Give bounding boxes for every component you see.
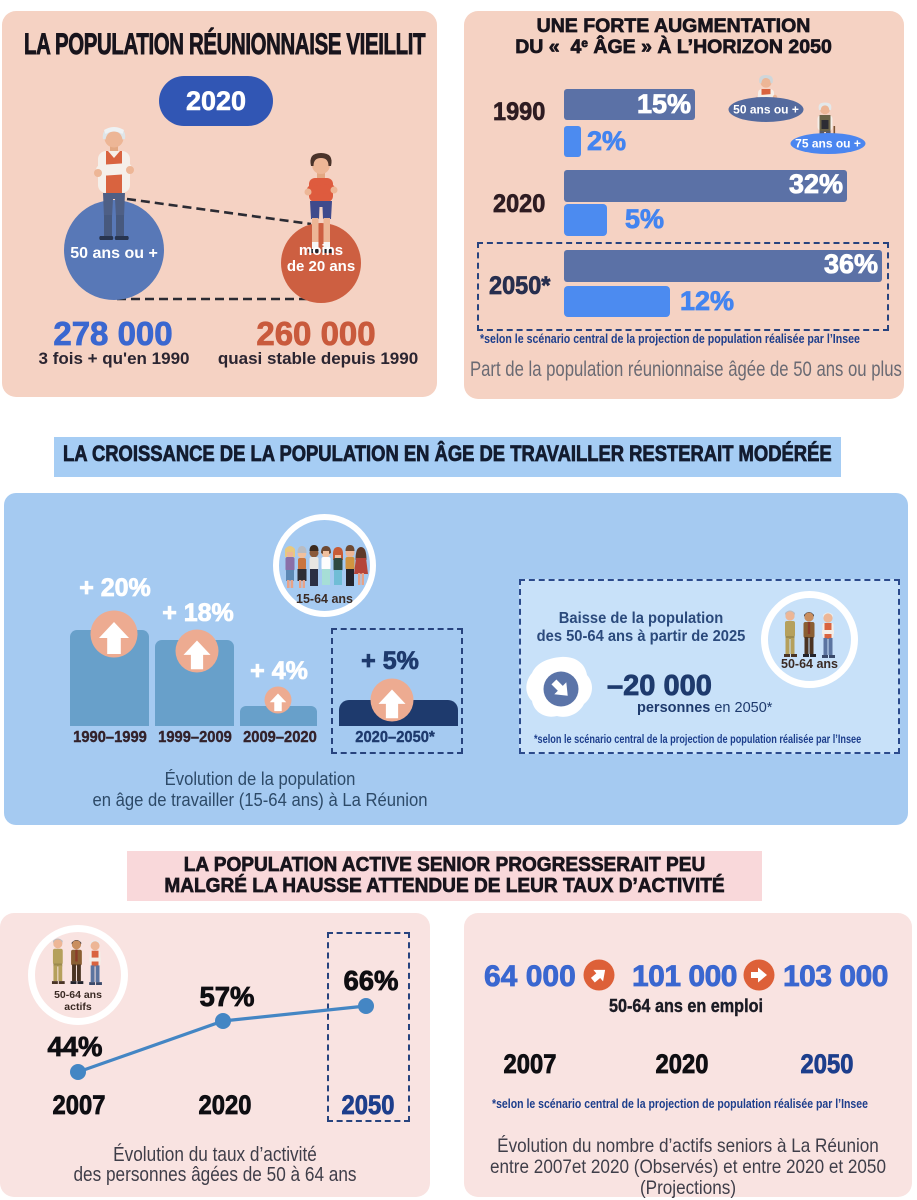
svg-text:75 ans ou +: 75 ans ou +	[795, 137, 861, 151]
svg-text:50 ans ou +: 50 ans ou +	[733, 103, 799, 117]
